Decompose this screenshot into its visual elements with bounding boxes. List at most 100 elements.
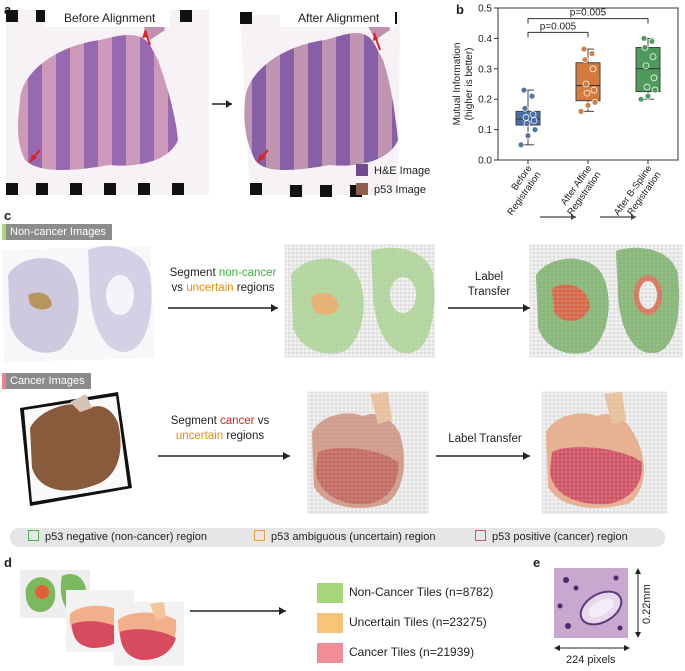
data-point bbox=[589, 65, 597, 73]
uncertain-word: uncertain bbox=[186, 282, 234, 294]
cancer-word: cancer bbox=[220, 415, 255, 427]
positive-square-icon bbox=[475, 530, 486, 541]
tile-example bbox=[554, 568, 641, 651]
x-tick-label: After AffineRegistration bbox=[556, 163, 603, 217]
data-point bbox=[528, 92, 536, 100]
y-tick-label: 0.5 bbox=[478, 4, 492, 15]
tile-label: Non-Cancer Tiles (n=8782) bbox=[349, 585, 494, 599]
ambiguous-square-icon bbox=[254, 530, 265, 541]
data-point bbox=[641, 44, 649, 51]
data-point bbox=[582, 80, 590, 88]
p53-legend-swatch bbox=[356, 183, 368, 195]
data-point bbox=[637, 95, 645, 103]
panel-label-e: e bbox=[533, 555, 541, 570]
p53-legend-label: p53 Image bbox=[374, 184, 426, 196]
tile-row-noncancer: Non-Cancer Tiles (n=8782) bbox=[317, 582, 493, 603]
cancer-slide bbox=[20, 392, 132, 506]
panel-label-a: a bbox=[4, 2, 12, 17]
data-point bbox=[522, 114, 530, 121]
data-point bbox=[640, 35, 648, 42]
cancer-label-transfer-result bbox=[541, 391, 667, 514]
data-point bbox=[523, 120, 531, 127]
he-legend-label: H&E Image bbox=[374, 165, 431, 177]
data-point bbox=[651, 86, 659, 94]
modality-legend: H&E Image p53 Image bbox=[356, 164, 430, 202]
after-alignment-title: After Alignment bbox=[298, 11, 380, 25]
panel-label-d: d bbox=[4, 555, 12, 570]
legend-negative-region: p53 negative (non-cancer) region bbox=[28, 530, 207, 545]
legend-ambiguous-region: p53 ambiguous (uncertain) region bbox=[254, 530, 436, 545]
after-alignment-image bbox=[240, 10, 400, 197]
legend-positive-region: p53 positive (cancer) region bbox=[475, 530, 628, 545]
y-tick-label: 0.2 bbox=[478, 95, 492, 106]
cancer-accent bbox=[2, 373, 6, 389]
region-legend: p53 negative (non-cancer) region p53 amb… bbox=[10, 528, 665, 547]
step-text: vs bbox=[254, 415, 270, 427]
category-arrowhead bbox=[571, 214, 576, 220]
before-alignment-title: Before Alignment bbox=[64, 11, 156, 25]
noncancer-header-label: Non-cancer Images bbox=[10, 226, 106, 238]
legend-label: p53 negative (non-cancer) region bbox=[45, 531, 208, 543]
data-point bbox=[531, 126, 539, 134]
noncancer-segmented-grid bbox=[284, 244, 435, 358]
data-point bbox=[517, 141, 525, 149]
data-point bbox=[643, 83, 651, 91]
data-point bbox=[642, 62, 650, 70]
cancer-header-label: Cancer Images bbox=[10, 375, 85, 387]
y-tick-label: 0.3 bbox=[478, 64, 492, 75]
data-point bbox=[584, 101, 592, 109]
significance-bracket bbox=[527, 31, 589, 38]
noncancer-accent bbox=[2, 224, 6, 240]
tile-label: Cancer Tiles (n=21939) bbox=[349, 645, 475, 659]
noncancer-segment-text: Segment non-cancer vs uncertain regions bbox=[160, 266, 286, 296]
tile-row-uncertain: Uncertain Tiles (n=23275) bbox=[317, 612, 487, 633]
data-point bbox=[581, 56, 589, 64]
data-point bbox=[580, 45, 588, 53]
y-tick-label: 0.0 bbox=[478, 156, 492, 167]
data-point bbox=[577, 107, 585, 115]
tile-width-label: 224 pixels bbox=[566, 654, 616, 666]
tile-height-label: 0.22mm bbox=[641, 584, 653, 624]
step-text: Segment bbox=[169, 267, 219, 279]
p-value-label: p=0.005 bbox=[540, 21, 577, 32]
x-tick-label: After B-SplineRegistration bbox=[612, 163, 664, 224]
noncancer-label-transfer-result bbox=[529, 244, 683, 358]
cancer-segment-text: Segment cancer vs uncertain regions bbox=[156, 414, 284, 444]
category-arrowhead bbox=[631, 214, 636, 220]
y-tick-label: 0.1 bbox=[478, 125, 492, 136]
before-alignment-image bbox=[6, 10, 209, 195]
cancer-images-header: Cancer Images bbox=[2, 373, 91, 389]
he-legend-swatch bbox=[356, 164, 368, 176]
tile-stack-image-3 bbox=[114, 602, 184, 666]
y-axis-label: Mutual Information(higher is better) bbox=[452, 43, 475, 126]
step-text: Segment bbox=[170, 415, 220, 427]
noncancer-label-transfer-text: Label Transfer bbox=[452, 270, 526, 300]
noncancer-slide bbox=[2, 245, 155, 362]
data-point bbox=[590, 86, 598, 94]
data-point bbox=[524, 132, 532, 140]
data-point bbox=[650, 74, 658, 82]
data-point bbox=[588, 50, 596, 57]
significance-bracket bbox=[527, 18, 649, 24]
p-value-label: p=0.005 bbox=[570, 8, 607, 19]
data-point bbox=[529, 111, 537, 118]
data-point bbox=[520, 86, 528, 94]
data-point bbox=[648, 38, 656, 45]
alignment-figure bbox=[6, 10, 400, 197]
data-point bbox=[649, 53, 657, 61]
noncancer-word: non-cancer bbox=[218, 267, 277, 279]
step-text: vs bbox=[171, 282, 187, 294]
legend-label: p53 positive (cancer) region bbox=[492, 531, 628, 543]
uncertain-tile-swatch bbox=[317, 612, 343, 633]
mutual-information-boxplot: 0.0 0.1 0.2 0.3 0.4 0.5 Mutual Information(hig… bbox=[452, 4, 679, 224]
panel-label-b: b bbox=[456, 2, 464, 17]
cancer-tile-swatch bbox=[317, 642, 343, 663]
tile-label: Uncertain Tiles (n=23275) bbox=[349, 615, 487, 629]
tile-stack bbox=[20, 570, 286, 666]
tile-height-annotation: 0.22mm bbox=[641, 572, 655, 634]
data-point bbox=[644, 92, 652, 100]
legend-label: p53 ambiguous (uncertain) region bbox=[271, 531, 436, 543]
uncertain-word: uncertain bbox=[175, 430, 224, 442]
tile-row-cancer: Cancer Tiles (n=21939) bbox=[317, 642, 474, 663]
data-point bbox=[530, 117, 538, 124]
